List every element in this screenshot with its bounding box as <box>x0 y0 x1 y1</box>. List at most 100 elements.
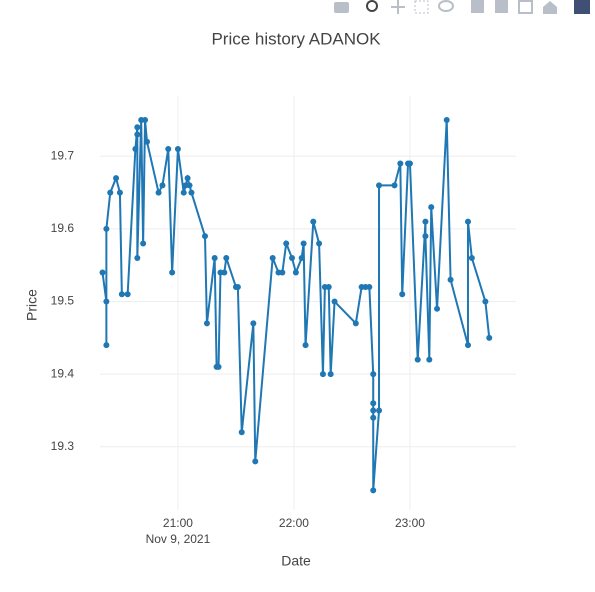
y-tick-label: 19.3 <box>51 439 75 453</box>
reset-icon[interactable] <box>543 1 557 14</box>
data-point <box>422 233 429 240</box>
data-point <box>486 334 493 341</box>
data-point <box>302 342 309 349</box>
data-point <box>331 298 338 305</box>
data-point <box>327 371 334 378</box>
series-line <box>101 119 491 491</box>
y-axis-title: Price <box>24 289 40 321</box>
x-axis-title: Date <box>281 553 311 569</box>
pan-icon[interactable] <box>391 0 405 14</box>
data-point <box>428 204 435 211</box>
chart-title: Price history ADANOK <box>211 29 381 48</box>
data-point <box>142 116 149 123</box>
x-tick-label: 22:00 <box>279 516 309 530</box>
autoscale-icon[interactable] <box>518 0 533 14</box>
data-point <box>370 400 377 407</box>
data-point <box>143 138 150 145</box>
data-point <box>370 371 377 378</box>
data-point <box>113 175 120 182</box>
data-point <box>174 146 181 153</box>
data-point <box>169 269 176 276</box>
data-point <box>370 414 377 421</box>
data-point <box>447 276 454 283</box>
data-point <box>116 189 123 196</box>
data-point <box>316 240 323 247</box>
data-point <box>159 182 166 189</box>
data-point <box>107 189 114 196</box>
data-point <box>376 182 383 189</box>
data-point <box>215 363 222 370</box>
data-point <box>298 254 305 261</box>
data-point <box>468 254 475 261</box>
data-point <box>422 218 429 225</box>
data-point <box>443 116 450 123</box>
data-point <box>325 284 332 291</box>
data-point <box>464 342 471 349</box>
data-point <box>376 407 383 414</box>
data-point <box>300 240 307 247</box>
data-point <box>319 371 326 378</box>
data-point <box>399 291 406 298</box>
data-point <box>165 146 172 153</box>
data-point <box>188 189 195 196</box>
data-point <box>279 269 286 276</box>
data-point <box>223 254 230 261</box>
data-point <box>283 240 290 247</box>
data-point <box>250 320 257 327</box>
data-point <box>155 189 162 196</box>
data-point <box>310 218 317 225</box>
data-point <box>180 189 187 196</box>
data-point <box>140 240 147 247</box>
data-point <box>370 407 377 414</box>
data-point <box>134 124 141 131</box>
toolbar <box>334 0 590 14</box>
data-point <box>397 160 404 167</box>
data-point <box>221 269 228 276</box>
data-point <box>134 131 141 138</box>
data-point <box>124 291 131 298</box>
data-point <box>366 284 373 291</box>
x-date-label: Nov 9, 2021 <box>146 532 211 546</box>
zoom-in-icon[interactable] <box>471 0 484 13</box>
data-point <box>211 254 218 261</box>
data-point <box>352 320 359 327</box>
data-point <box>203 320 210 327</box>
y-tick-label: 19.6 <box>51 221 75 235</box>
data-point <box>482 298 489 305</box>
data-point <box>289 254 296 261</box>
data-point <box>134 254 141 261</box>
data-point <box>103 225 110 232</box>
data-point <box>406 160 413 167</box>
camera-icon[interactable] <box>334 2 349 13</box>
data-point <box>99 269 106 276</box>
data-point <box>370 487 377 494</box>
data-point <box>252 458 259 465</box>
data-point <box>234 284 241 291</box>
select-icon[interactable] <box>414 0 429 14</box>
data-point <box>238 429 245 436</box>
data-point <box>292 269 299 276</box>
x-tick-label: 23:00 <box>395 516 425 530</box>
data-point <box>132 146 139 153</box>
data-point <box>426 356 433 363</box>
x-tick-label: 21:00 <box>163 516 193 530</box>
data-point <box>103 342 110 349</box>
y-tick-label: 19.7 <box>51 148 75 162</box>
data-point <box>103 298 110 305</box>
data-point <box>464 218 471 225</box>
zoom-icon[interactable] <box>366 0 378 12</box>
data-point <box>184 175 191 182</box>
data-point <box>269 254 276 261</box>
data-point <box>414 356 421 363</box>
y-tick-label: 19.4 <box>51 366 75 380</box>
data-point <box>201 233 208 240</box>
zoom-out-icon[interactable] <box>495 0 508 13</box>
plotly-logo[interactable] <box>574 0 590 14</box>
lasso-icon[interactable] <box>438 0 454 12</box>
data-point <box>434 305 441 312</box>
data-point <box>391 182 398 189</box>
data-point <box>186 182 193 189</box>
data-point <box>118 291 125 298</box>
y-tick-label: 19.5 <box>51 294 75 308</box>
